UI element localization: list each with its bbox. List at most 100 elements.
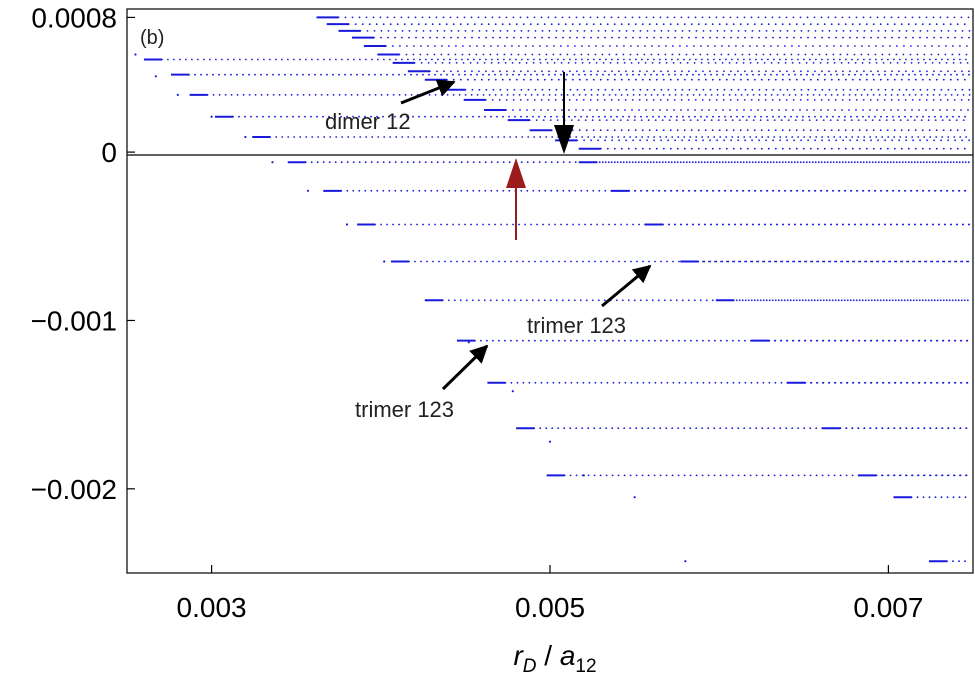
data-point	[795, 129, 798, 132]
data-point	[441, 45, 443, 47]
data-point	[499, 88, 502, 91]
data-point	[952, 496, 955, 499]
data-point	[410, 223, 412, 226]
data-point	[394, 30, 397, 32]
data-point	[756, 260, 758, 263]
data-point	[522, 78, 525, 81]
data-point	[582, 260, 584, 263]
data-point	[812, 73, 814, 76]
data-point	[634, 78, 637, 81]
data-point	[659, 16, 662, 19]
data-point	[386, 73, 388, 76]
data-point	[597, 36, 599, 39]
data-point	[419, 58, 421, 61]
data-point	[716, 94, 719, 96]
data-point	[952, 189, 954, 192]
data-point	[926, 139, 928, 142]
data-point	[417, 23, 420, 26]
data-point	[386, 223, 388, 226]
data-point	[703, 119, 706, 121]
data-point	[814, 70, 816, 73]
data-point	[346, 189, 349, 192]
data-point	[751, 161, 754, 164]
data-point	[773, 58, 775, 61]
data-point	[525, 62, 528, 64]
data-point	[638, 223, 640, 226]
data-point	[387, 30, 390, 32]
data-point	[841, 223, 844, 226]
data-point	[914, 129, 917, 132]
data-point	[942, 299, 945, 302]
data-point	[817, 223, 820, 226]
data-point	[272, 73, 274, 76]
data-point	[310, 161, 313, 164]
data-point	[260, 94, 263, 96]
data-point	[232, 115, 234, 118]
data-point	[590, 73, 592, 76]
data-point	[574, 115, 576, 118]
data-point	[662, 147, 665, 150]
data-point	[952, 115, 954, 118]
data-point	[299, 58, 301, 61]
data-point	[769, 223, 772, 226]
data-point	[413, 62, 416, 64]
data-point	[816, 129, 819, 132]
data-point	[403, 23, 406, 26]
data-point	[640, 119, 643, 121]
data-point	[783, 53, 786, 56]
data-point	[685, 53, 688, 56]
data-point	[410, 94, 413, 96]
data-point	[571, 78, 574, 81]
data-point	[859, 161, 862, 164]
data-point	[791, 136, 794, 138]
data-point	[862, 115, 864, 118]
data-point	[895, 53, 898, 56]
data-point	[898, 30, 901, 32]
data-point	[744, 339, 746, 342]
data-point	[734, 53, 737, 56]
data-point	[635, 58, 637, 61]
data-point	[383, 260, 386, 263]
data-point	[600, 381, 603, 384]
data-point	[660, 70, 662, 73]
data-point	[730, 161, 733, 164]
data-point	[394, 115, 396, 118]
data-point	[691, 161, 694, 164]
data-point	[643, 161, 646, 164]
data-point	[453, 299, 456, 302]
data-point	[352, 115, 354, 118]
data-point	[756, 62, 759, 64]
data-point	[710, 119, 713, 121]
data-point	[917, 58, 919, 61]
data-point	[661, 119, 664, 121]
data-point	[575, 474, 578, 477]
data-point	[825, 299, 828, 302]
data-point	[736, 189, 738, 192]
data-point	[744, 70, 746, 73]
data-point	[539, 427, 542, 430]
data-point	[611, 58, 613, 61]
data-point	[490, 45, 492, 47]
data-point	[928, 115, 930, 118]
data-point	[925, 161, 928, 164]
data-point	[606, 339, 608, 342]
data-point	[405, 53, 408, 56]
data-point	[556, 161, 559, 164]
data-point	[694, 189, 696, 192]
data-point	[901, 260, 904, 263]
data-point	[829, 119, 832, 121]
data-point	[958, 161, 961, 164]
data-point	[398, 53, 401, 56]
data-point	[835, 70, 837, 73]
data-point	[731, 58, 733, 61]
data-point	[840, 299, 843, 302]
data-point	[497, 62, 500, 64]
data-point	[683, 78, 686, 81]
data-point	[497, 45, 499, 47]
data-point	[953, 16, 956, 19]
data-point	[652, 99, 655, 101]
data-point	[941, 427, 944, 430]
data-point	[408, 36, 410, 39]
data-point	[386, 16, 389, 19]
